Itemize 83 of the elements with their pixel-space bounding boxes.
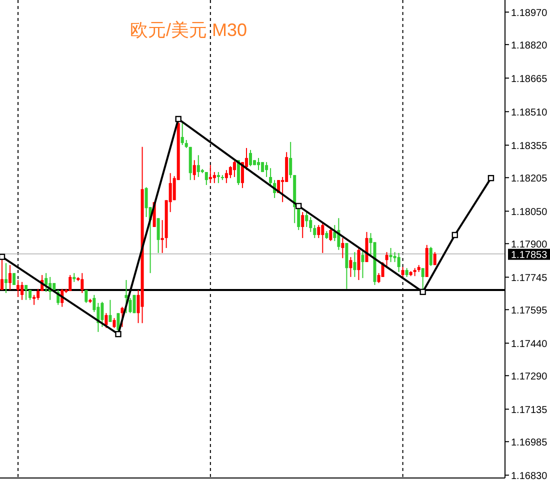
candlestick	[232, 160, 236, 178]
candlestick	[108, 299, 112, 322]
candlestick	[156, 218, 160, 254]
y-tick-label: 1.18820	[511, 40, 548, 52]
y-tick-label: 1.18665	[511, 74, 548, 86]
point	[452, 232, 458, 238]
y-tick-label: 1.18510	[511, 108, 548, 119]
point	[295, 202, 302, 210]
candlestick	[4, 262, 8, 294]
candlestick	[265, 162, 268, 178]
ref-line-label: 1.17853	[511, 250, 548, 261]
candlestick	[257, 157, 260, 171]
candlestick	[289, 141, 292, 179]
candlestick	[20, 281, 24, 300]
candlestick	[309, 216, 312, 232]
candlestick	[224, 170, 228, 184]
candlestick	[92, 294, 96, 313]
y-tick-label: 1.18970	[511, 8, 548, 20]
candlestick	[301, 212, 304, 239]
candlestick	[269, 168, 272, 187]
candlestick	[329, 226, 332, 242]
candlestick	[196, 154, 200, 178]
y-tick-label: 1.16830	[511, 471, 548, 480]
price-label: 1.17853	[508, 248, 550, 261]
candlestick	[401, 266, 404, 278]
candlestick	[361, 249, 364, 279]
y-tick-label: 1.18050	[511, 207, 548, 218]
candlestick	[80, 272, 84, 294]
candlestick	[192, 160, 196, 181]
candlestick	[8, 264, 12, 290]
candlestick	[341, 238, 344, 259]
y-tick-label: 1.17595	[511, 306, 548, 317]
candlestick	[305, 212, 308, 228]
candlestick	[248, 149, 252, 167]
candlestick	[136, 289, 140, 324]
point	[420, 288, 426, 296]
candlestick	[204, 172, 208, 186]
y-tick-label: 1.18205	[511, 174, 548, 185]
point	[175, 116, 182, 122]
candlestick	[24, 284, 28, 300]
candlestick	[128, 297, 132, 314]
candlestick	[321, 222, 324, 254]
y-tick-label: 1.17900	[511, 240, 548, 251]
candlestick	[349, 256, 352, 278]
text: 欧元/美元 M30	[130, 20, 248, 40]
candlestick	[168, 172, 172, 213]
candlestick	[44, 272, 48, 292]
candlestick	[393, 252, 396, 263]
candlestick	[397, 252, 400, 272]
y-tick-label: 1.17440	[511, 339, 548, 350]
candlestick	[433, 252, 436, 266]
candlestick	[36, 288, 40, 300]
candlestick	[333, 224, 336, 242]
candlestick	[313, 224, 316, 239]
candlestick	[244, 148, 248, 171]
candlestick	[353, 252, 356, 278]
candlestick	[112, 318, 116, 329]
point	[488, 174, 494, 182]
candlestick	[389, 247, 392, 263]
point	[115, 331, 122, 338]
y-tick-label: 1.17135	[511, 405, 548, 416]
candlestick	[180, 122, 184, 146]
y-tick-label: 1.17290	[511, 372, 548, 383]
candlestick	[104, 312, 108, 329]
y-tick-label: 1.17745	[511, 273, 548, 284]
candlestick	[317, 224, 320, 239]
candlestick	[32, 294, 36, 306]
candlestick	[144, 186, 148, 218]
candlestick	[377, 272, 380, 284]
candlestick	[385, 252, 388, 268]
candlestick	[216, 172, 220, 184]
candlestick	[369, 232, 372, 256]
y-tick-label: 1.16985	[511, 438, 548, 449]
candlestick	[160, 220, 164, 254]
candlestick	[208, 164, 212, 184]
candlestick	[100, 301, 104, 328]
y-tick-label: 1.18355	[511, 141, 548, 152]
candlestick	[212, 172, 216, 184]
candlestick	[228, 166, 232, 179]
candlestick	[16, 280, 20, 298]
candlestick	[281, 176, 284, 203]
point	[0, 254, 6, 260]
candlestick	[357, 247, 360, 281]
